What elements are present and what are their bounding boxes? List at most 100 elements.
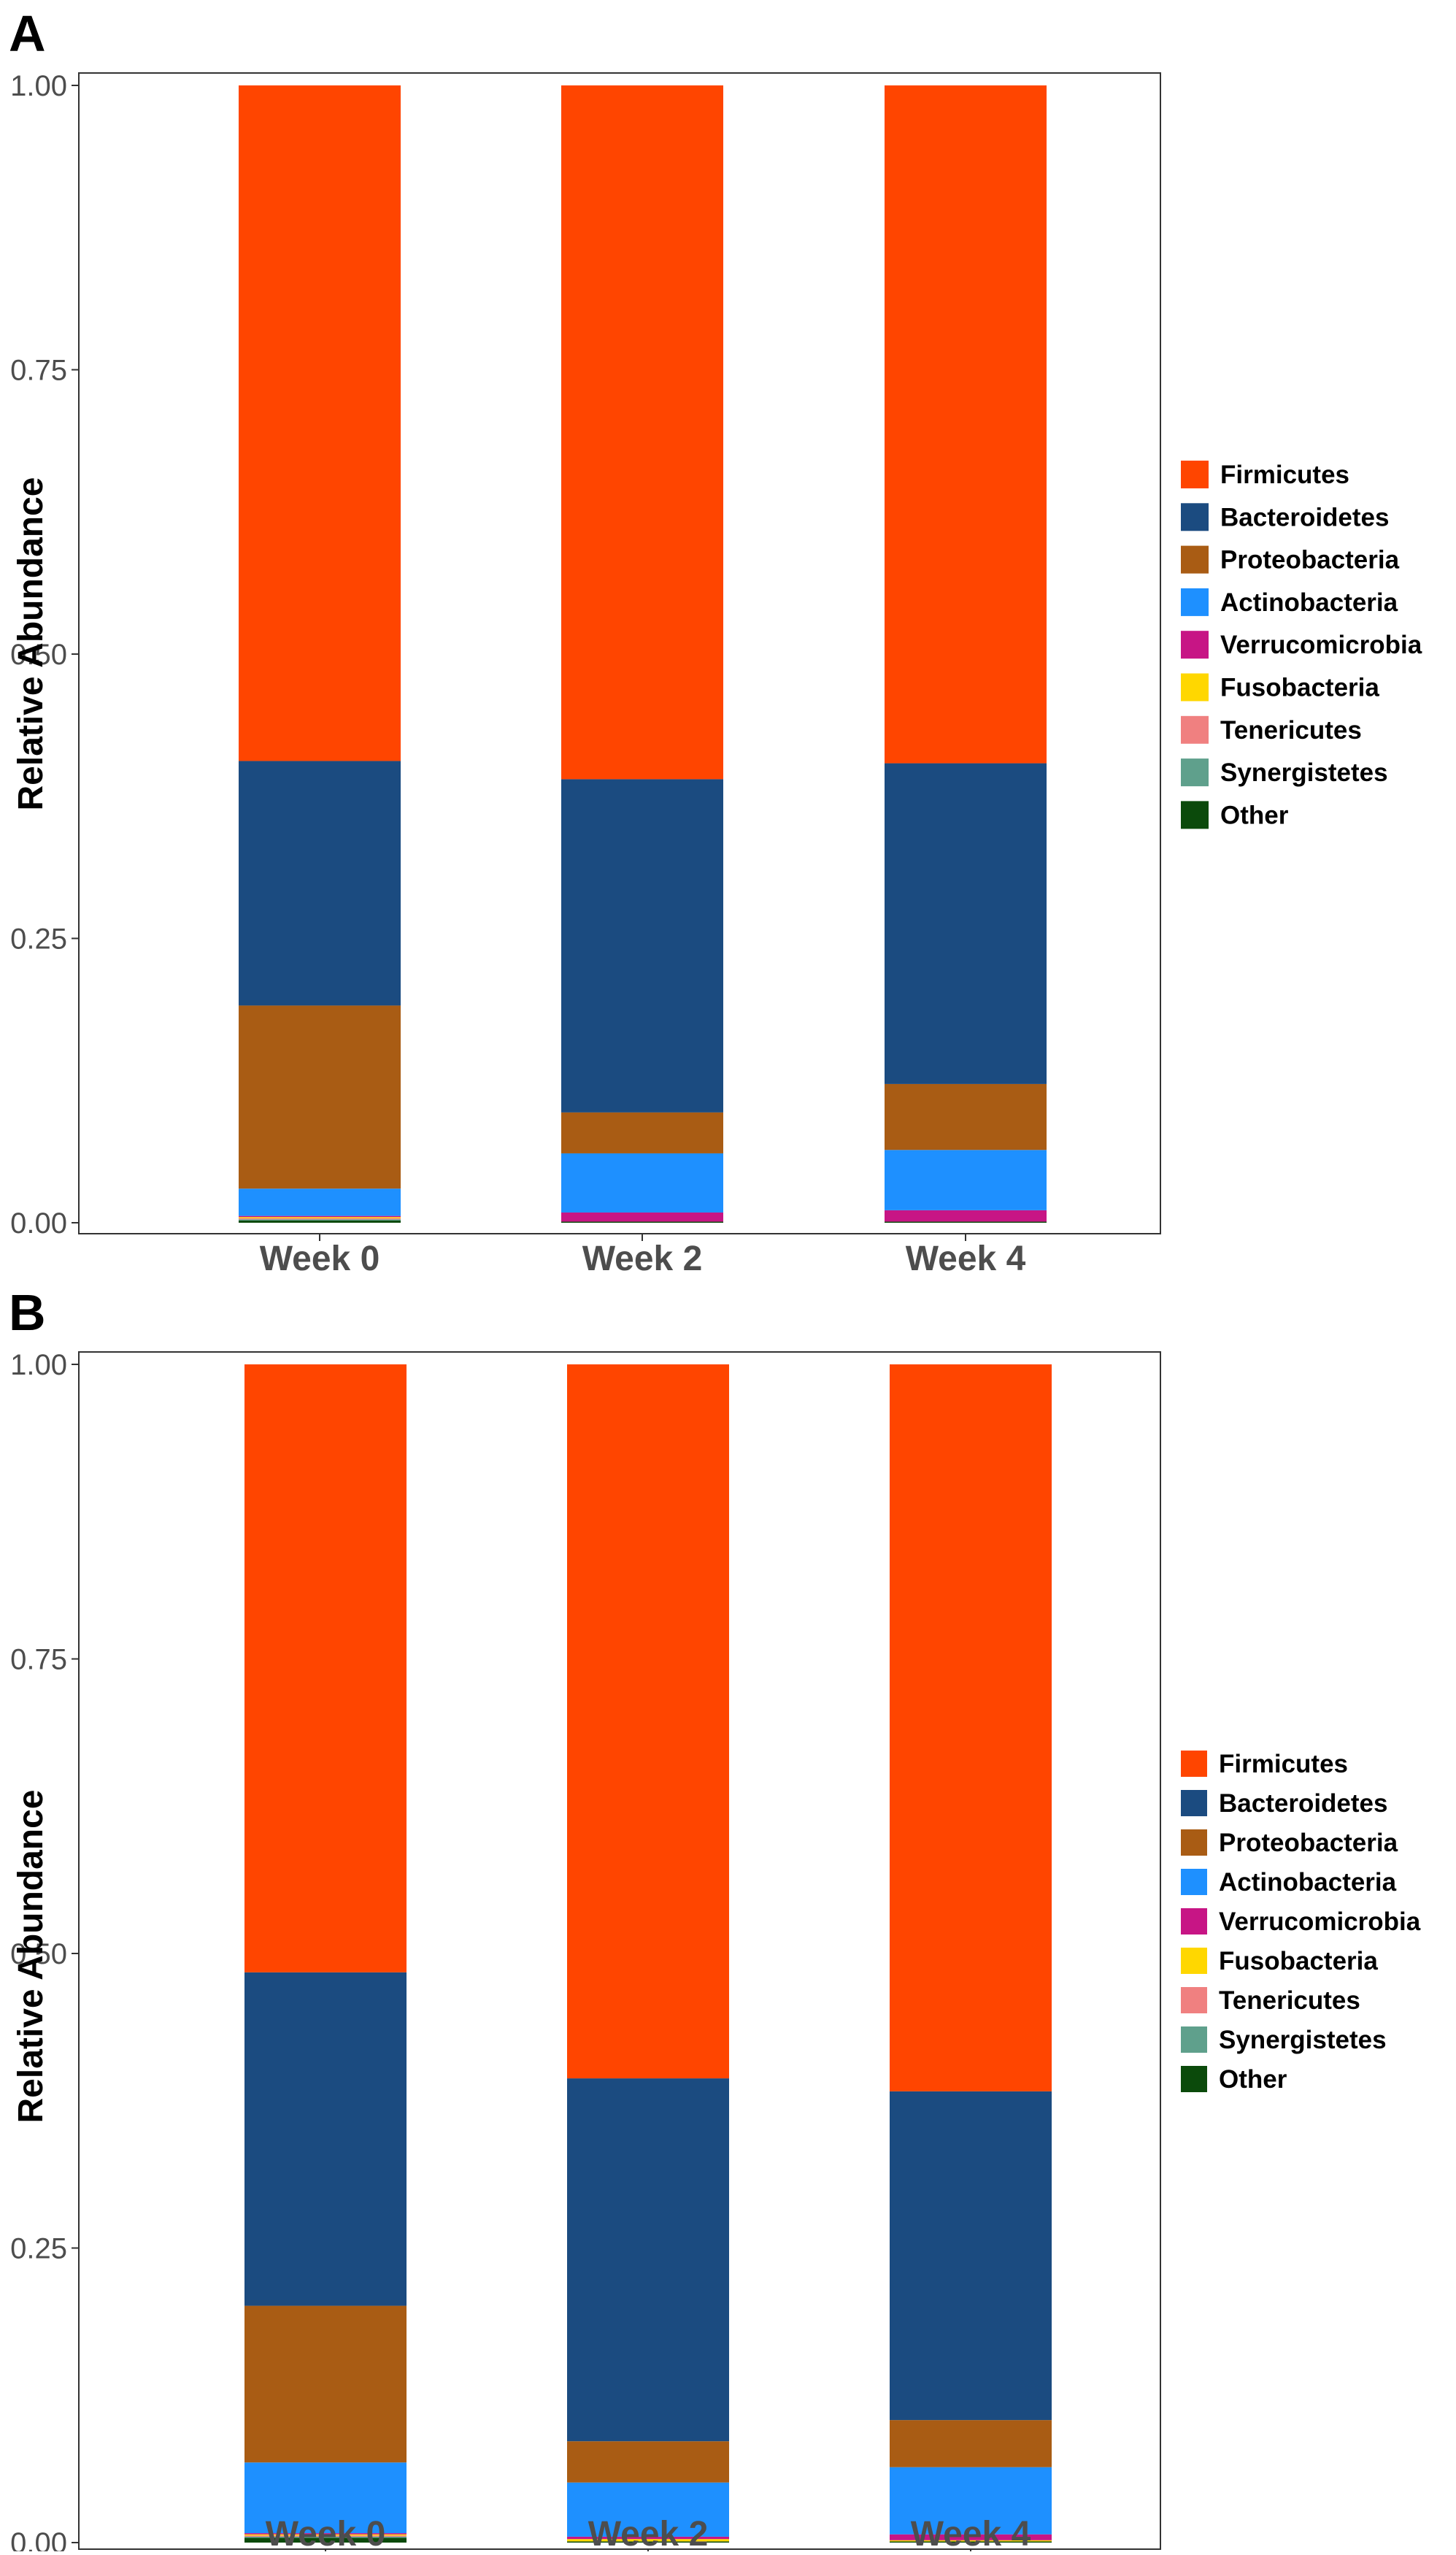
bar-segment-bacteroidetes-week-0 [239,761,401,1006]
legend-label-proteobacteria: Proteobacteria [1220,546,1400,575]
legend-label-tenericutes: Tenericutes [1220,716,1362,745]
panel-label: A [9,5,46,62]
y-tick-label: 0.75 [10,1644,67,1676]
bar-segment-verrucomicrobia-week-2 [567,2536,729,2540]
bar-segment-verrucomicrobia-week-0 [244,2533,407,2535]
legend: Firmicutes Bacteroidetes Proteobacteria Act… [1181,461,1422,829]
y-tick-label: 0.50 [10,639,67,671]
x-category-label: Week 4 [911,2515,1031,2551]
legend-label-fusobacteria: Fusobacteria [1220,674,1379,702]
bar-segment-firmicutes-week-0 [239,85,401,761]
bar-segment-firmicutes-week-2 [561,85,723,780]
bar-segment-other-week-4 [890,2541,1052,2543]
bar-segment-proteobacteria-week-4 [890,2420,1052,2467]
bar-segment-verrucomicrobia-week-0 [239,1215,401,1218]
y-axis-title: Relative Abundance [12,1789,50,2123]
bar-segment-proteobacteria-week-0 [239,1005,401,1189]
bar-segment-fusobacteria-week-2 [567,2539,729,2542]
bar-segment-actinobacteria-week-2 [561,1153,723,1213]
legend-swatch-actinobacteria [1181,588,1209,616]
chart-panel-a: A 0.00 0.25 0.50 0.75 1.00 Relative Abundance W… [9,5,1422,1278]
bar-segment-bacteroidetes-week-2 [567,2078,729,2442]
y-tick-label: 0.75 [10,355,67,387]
bar-segment-verrucomicrobia-week-4 [890,2534,1052,2540]
bar-segment-actinobacteria-week-2 [567,2482,729,2537]
bar-segment-actinobacteria-week-0 [244,2462,407,2534]
bar-segment-fusobacteria-week-0 [239,1217,401,1218]
legend-swatch-actinobacteria [1181,1869,1207,1895]
legend-label-other: Other [1219,2065,1287,2094]
legend-swatch-fusobacteria [1181,673,1209,702]
legend-swatch-fusobacteria [1181,1948,1207,1974]
chart-panel-b: B 0.00 0.25 0.50 0.75 1.00 Relative Abundance W… [9,1284,1421,2555]
bar-segment-fusobacteria-week-4 [890,2540,1052,2542]
y-tick-label: 1.00 [10,70,67,102]
x-category-label: Week 4 [906,1240,1026,1278]
bar-segment-verrucomicrobia-week-4 [885,1210,1047,1222]
bar-segment-firmicutes-week-0 [244,1364,407,1972]
bar-segment-other-week-0 [244,2537,407,2543]
bar-segment-bacteroidetes-week-2 [561,779,723,1113]
y-tick-label: 0.50 [10,1938,67,1970]
bar-segment-bacteroidetes-week-4 [885,763,1047,1084]
y-tick-label: 0.25 [10,2233,67,2265]
bar-segment-actinobacteria-week-4 [885,1150,1047,1210]
legend-label-synergistetes: Synergistetes [1219,2026,1387,2054]
legend-label-tenericutes: Tenericutes [1219,1986,1360,2015]
y-tick-label: 0.00 [10,2527,67,2551]
legend-swatch-bacteroidetes [1181,1790,1207,1816]
y-tick-label: 1.00 [10,1349,67,1381]
y-tick-label: 0.25 [10,923,67,956]
legend-label-fusobacteria: Fusobacteria [1219,1947,1378,1975]
legend-label-bacteroidetes: Bacteroidetes [1220,503,1389,531]
legend-label-actinobacteria: Actinobacteria [1219,1868,1397,1897]
legend-swatch-firmicutes [1181,1751,1207,1777]
legend-swatch-proteobacteria [1181,1829,1207,1856]
legend-swatch-verrucomicrobia [1181,1908,1207,1934]
legend-swatch-synergistetes [1181,2026,1207,2053]
legend-label-firmicutes: Firmicutes [1220,461,1349,489]
bar-segment-firmicutes-week-4 [890,1364,1052,2091]
bar-segment-bacteroidetes-week-0 [244,1972,407,2306]
legend-swatch-tenericutes [1181,1987,1207,2013]
x-category-label: Week 2 [588,2515,709,2551]
legend-swatch-proteobacteria [1181,545,1209,574]
legend-swatch-other [1181,2066,1207,2092]
y-axis-title: Relative Abundance [12,477,50,810]
bar-segment-tenericutes-week-0 [244,2535,407,2537]
bar-segment-other-week-2 [567,2541,729,2543]
bar-segment-bacteroidetes-week-4 [890,2091,1052,2421]
legend: Firmicutes Bacteroidetes Proteobacteria Act… [1181,1750,1421,2094]
bar-segment-actinobacteria-week-4 [890,2467,1052,2535]
bar-segment-other-week-0 [239,1220,401,1223]
legend-swatch-bacteroidetes [1181,503,1209,531]
bar-segment-tenericutes-week-0 [239,1218,401,1220]
legend-swatch-tenericutes [1181,715,1209,744]
bar-segment-proteobacteria-week-0 [244,2305,407,2463]
legend-label-bacteroidetes: Bacteroidetes [1219,1789,1387,1818]
legend-label-actinobacteria: Actinobacteria [1220,588,1398,617]
legend-label-other: Other [1220,801,1289,829]
legend-swatch-synergistetes [1181,758,1209,787]
x-category-label: Week 2 [582,1240,703,1278]
bar-segment-firmicutes-week-2 [567,1364,729,2079]
legend-label-verrucomicrobia: Verrucomicrobia [1220,631,1422,659]
bar-segment-verrucomicrobia-week-2 [561,1212,723,1222]
legend-swatch-other [1181,801,1209,829]
x-category-label: Week 0 [266,2515,386,2551]
legend-swatch-verrucomicrobia [1181,631,1209,659]
panel-label: B [9,1284,46,1341]
bar-segment-fusobacteria-week-0 [244,2534,407,2536]
legend-swatch-firmicutes [1181,461,1209,488]
bar-segment-proteobacteria-week-2 [567,2441,729,2483]
bar-segment-other-week-4 [885,1221,1047,1223]
bar-segment-proteobacteria-week-2 [561,1112,723,1153]
legend-label-verrucomicrobia: Verrucomicrobia [1219,1907,1421,1936]
bar-segment-synergistetes-week-0 [239,1219,401,1221]
legend-label-proteobacteria: Proteobacteria [1219,1829,1398,1857]
legend-label-firmicutes: Firmicutes [1219,1750,1348,1778]
legend-label-synergistetes: Synergistetes [1220,758,1388,787]
bar-segment-other-week-2 [561,1221,723,1223]
y-tick-label: 0.00 [10,1207,67,1240]
